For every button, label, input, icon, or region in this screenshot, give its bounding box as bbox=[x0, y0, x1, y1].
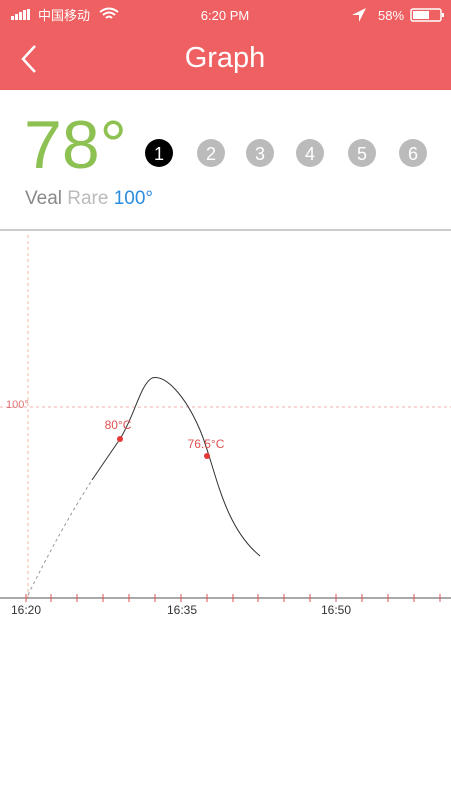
battery-fill bbox=[413, 11, 429, 19]
battery-tip bbox=[442, 13, 444, 17]
probe-button[interactable] bbox=[296, 139, 324, 167]
probe-label: 2 bbox=[206, 144, 216, 164]
target: 100° bbox=[114, 188, 153, 209]
reference-label: 100° bbox=[6, 399, 29, 411]
signal-icon bbox=[11, 9, 30, 20]
battery-level: 58% bbox=[378, 8, 404, 23]
battery-icon bbox=[410, 8, 442, 22]
location-icon bbox=[352, 8, 366, 22]
time: 6:20 PM bbox=[201, 8, 249, 23]
curve-estimate bbox=[27, 479, 93, 596]
carrier: 中国移动 bbox=[38, 8, 90, 23]
temperature: 78° bbox=[24, 107, 127, 183]
marker-label: 76.5°C bbox=[188, 437, 225, 451]
probe-button[interactable] bbox=[348, 139, 376, 167]
header-title: Graph bbox=[185, 42, 266, 74]
marker-label: 80°C bbox=[105, 418, 132, 432]
marker-dot bbox=[204, 453, 210, 459]
x-ticks bbox=[25, 594, 441, 602]
probe-button[interactable] bbox=[145, 139, 173, 167]
wifi-icon bbox=[99, 7, 119, 19]
probe-button[interactable] bbox=[399, 139, 427, 167]
back-button[interactable] bbox=[21, 45, 36, 73]
probe-label: 5 bbox=[357, 144, 367, 164]
probe-label: 3 bbox=[255, 144, 265, 164]
probe-button[interactable] bbox=[197, 139, 225, 167]
probe-selector: 1 2 3 4 5 6 bbox=[145, 139, 427, 167]
meat: Veal bbox=[25, 188, 62, 209]
probe-label: 1 bbox=[154, 144, 164, 164]
probe-label: 6 bbox=[408, 144, 418, 164]
meat-info: Veal Rare 100° bbox=[25, 188, 153, 209]
doneness: Rare bbox=[67, 188, 108, 209]
marker-dot bbox=[117, 436, 123, 442]
probe-button[interactable] bbox=[246, 139, 274, 167]
x-label: 16:50 bbox=[321, 603, 351, 617]
temperature-curve bbox=[91, 377, 261, 557]
x-label: 16:20 bbox=[11, 603, 41, 617]
probe-label: 4 bbox=[305, 144, 315, 164]
header-bar bbox=[0, 0, 451, 90]
x-label: 16:35 bbox=[167, 603, 197, 617]
